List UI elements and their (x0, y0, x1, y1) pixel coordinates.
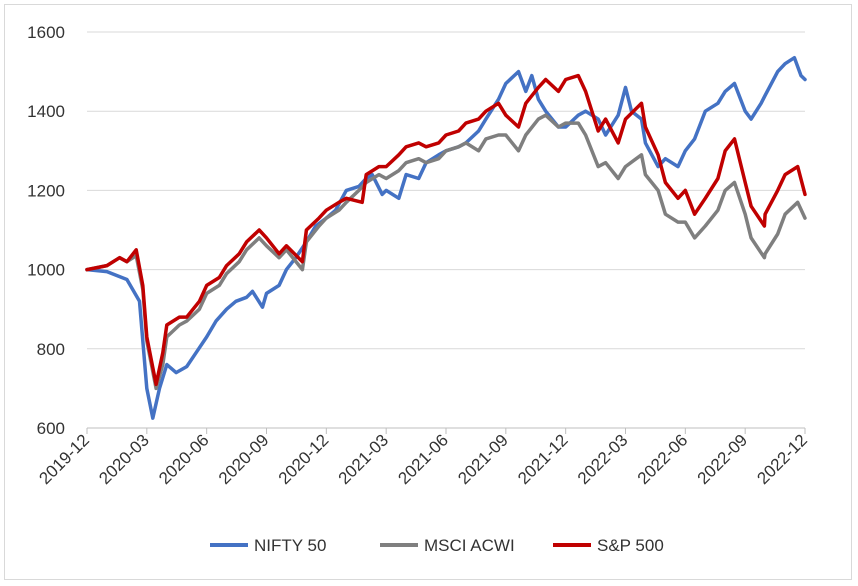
x-tick-label: 2019-12 (35, 431, 93, 489)
x-tick-label: 2022-12 (753, 431, 811, 489)
gridlines (87, 31, 805, 429)
chart-frame (4, 4, 852, 580)
series-line-msci-acwi (85, 113, 807, 391)
x-tick-label: 2020-06 (155, 431, 213, 489)
x-tick-label: 2020-03 (95, 431, 153, 489)
series-line-s-p-500 (85, 73, 807, 387)
x-axis: 2019-12 2020-03 2020-06 2020-09 2020-12 2021-… (35, 427, 811, 489)
x-tick-label: 2021-12 (514, 431, 572, 489)
legend-entry: NIFTY 50 (254, 536, 326, 555)
x-tick-label: 2020-12 (275, 431, 333, 489)
legend: NIFTY 50 MSCI ACWI S&P 500 (210, 536, 664, 555)
x-tick-label: 2021-06 (394, 431, 452, 489)
y-tick-label: 1200 (27, 181, 65, 200)
x-tick-label: 2022-09 (694, 431, 752, 489)
y-tick-label: 1000 (27, 261, 65, 280)
x-tick-label: 2022-03 (574, 431, 632, 489)
legend-entry: S&P 500 (597, 536, 664, 555)
y-tick-label: 600 (37, 419, 65, 438)
y-tick-label: 800 (37, 340, 65, 359)
y-tick-label: 1600 (27, 23, 65, 42)
x-tick-label: 2022-06 (634, 431, 692, 489)
x-tick-label: 2020-09 (215, 431, 273, 489)
y-tick-label: 1400 (27, 102, 65, 121)
series-line-nifty-50 (85, 55, 807, 420)
x-tick-label: 2021-03 (335, 431, 393, 489)
y-axis: 600 800 1000 1200 1400 1600 (27, 23, 65, 438)
legend-entry: MSCI ACWI (424, 536, 515, 555)
series-lines (85, 55, 807, 420)
x-tick-label: 2021-09 (454, 431, 512, 489)
